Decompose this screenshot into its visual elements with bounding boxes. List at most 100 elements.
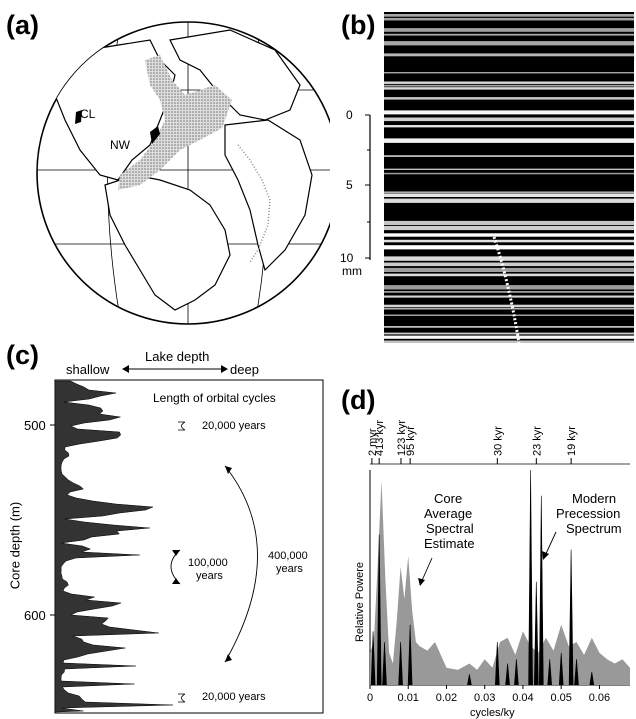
- core-lamina: [384, 198, 634, 203]
- core-lamina: [384, 138, 634, 143]
- modern-label-line1: Modern: [572, 491, 617, 506]
- panel-b-letter: (b): [341, 10, 376, 40]
- annotation-100k-line1: 100,000: [188, 557, 228, 569]
- x-tick-label: 0.04: [512, 692, 533, 704]
- core-lamina: [384, 191, 634, 193]
- paleogeographic-globe-map: [36, 21, 330, 325]
- scale-label-10: 10: [340, 251, 354, 265]
- core-lamina: [384, 193, 634, 197]
- period-marker-label: 30 kyr: [492, 426, 504, 456]
- core-lamina: [384, 41, 634, 46]
- nw-basin-marker: [150, 126, 160, 144]
- core-lamina: [384, 28, 634, 32]
- core-lamina: [384, 326, 634, 328]
- arrow-20k-top: [178, 421, 186, 431]
- x-tick-label: 0.06: [589, 692, 610, 704]
- scale-label-0: 0: [346, 108, 353, 122]
- series-modern-precession-peak: [467, 674, 472, 686]
- core-lamina: [384, 256, 634, 261]
- core-lamina: [384, 125, 634, 128]
- series-modern-precession-peak: [382, 641, 387, 686]
- core-lamina: [384, 168, 634, 170]
- core-lamina: [384, 267, 634, 272]
- core-depth-axis-label: Core depth (m): [7, 501, 23, 590]
- core-lamina: [384, 81, 634, 84]
- annotation-20k-top: 20,000 years: [202, 420, 266, 432]
- x-tick-label: 0.05: [550, 692, 571, 704]
- core-lamina: [384, 33, 634, 36]
- cl-basin-marker: [75, 110, 82, 124]
- scale-unit-label: mm: [342, 264, 362, 278]
- core-label-line1: Core: [434, 491, 463, 506]
- panel-a-letter: (a): [6, 10, 39, 40]
- series-modern-precession-peak: [376, 534, 382, 686]
- site-label-nw: NW: [110, 138, 130, 152]
- core-lamina: [384, 233, 634, 237]
- series-modern-precession-peak: [528, 469, 533, 686]
- orbital-cycles-title: Length of orbital cycles: [153, 391, 276, 405]
- core-lamina: [384, 307, 634, 310]
- period-marker-label: 19 kyr: [566, 426, 578, 456]
- shallow-label: shallow: [66, 362, 110, 377]
- core-lamina: [384, 17, 634, 21]
- lake-depth-arrow: [122, 365, 228, 373]
- series-modern-precession-peak: [398, 641, 403, 686]
- series-modern-precession-peak: [505, 663, 510, 686]
- spectral-ylabel: Relative Powere: [354, 561, 366, 643]
- period-marker-label: 23 kyr: [531, 426, 543, 456]
- north-america-landmass: [54, 39, 176, 181]
- core-lamina: [384, 155, 634, 157]
- ytick-label-600: 600: [24, 608, 46, 623]
- core-label-line2: Average: [424, 506, 473, 521]
- core-lamina: [384, 87, 634, 90]
- core-lamina: [384, 220, 634, 226]
- x-tick-label: 0.01: [398, 692, 419, 704]
- series-modern-precession-peak: [574, 659, 579, 686]
- series-modern-precession-peak: [547, 659, 553, 686]
- site-label-cl: CL: [80, 107, 96, 121]
- x-tick-label: 0.03: [474, 692, 495, 704]
- series-modern-precession-peak: [538, 495, 544, 686]
- lake-depth-record-plot: [50, 379, 324, 714]
- core-fracture: [492, 236, 521, 343]
- core-lamina: [384, 72, 634, 74]
- core-lamina: [384, 262, 634, 267]
- core-label-line4: Estimate: [424, 536, 475, 551]
- lake-depth-curve: [54, 380, 173, 713]
- plot-frame: [54, 379, 324, 714]
- scale-label-5: 5: [346, 178, 353, 192]
- laminated-sediment-core-photo: [384, 12, 634, 343]
- panel-d-letter: (d): [341, 385, 376, 415]
- core-lamina: [384, 332, 634, 335]
- rift-basin-stipple: [118, 55, 232, 190]
- modern-label-line3: Spectrum: [566, 521, 622, 536]
- x-tick-label: 0: [367, 692, 373, 704]
- lake-depth-label: Lake depth: [145, 349, 210, 364]
- series-modern-precession-peak: [533, 581, 539, 686]
- series-modern-precession-peak: [407, 624, 413, 686]
- arrow-400k: [224, 465, 258, 663]
- spectral-xlabel: cycles/ky: [470, 707, 515, 719]
- annotation-400k-line1: 400,000: [268, 550, 308, 562]
- south-america-landmass: [104, 174, 231, 311]
- period-marker-label: 123 kyr: [396, 420, 408, 456]
- series-modern-precession-peak: [494, 641, 500, 686]
- series-modern-precession-peak: [568, 549, 574, 686]
- series-modern-precession-peak: [514, 659, 519, 686]
- core-lamina: [384, 97, 634, 100]
- period-marker-label: 95 kyr: [405, 426, 417, 456]
- core-lamina: [384, 335, 634, 339]
- series-modern-precession-peak: [589, 672, 595, 686]
- annotation-400k-line2: years: [276, 563, 303, 575]
- annotation-100k-line2: years: [196, 570, 223, 582]
- modern-label-line2: Precession: [556, 506, 621, 521]
- core-lamina: [384, 239, 634, 243]
- core-lamina: [384, 117, 634, 122]
- core-lamina: [384, 314, 634, 316]
- core-lamina: [384, 110, 634, 115]
- core-lamina: [384, 84, 634, 87]
- core-scale-bar: [365, 114, 371, 260]
- period-marker-label: 2 myr: [367, 428, 379, 456]
- arrow-head: [542, 551, 549, 560]
